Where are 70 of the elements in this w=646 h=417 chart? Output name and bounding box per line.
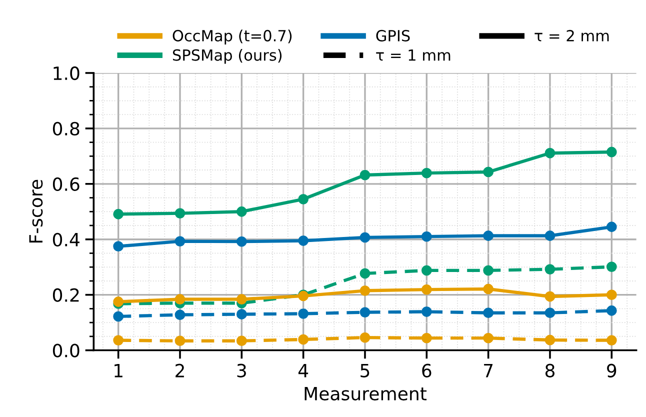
point: [174, 208, 186, 218]
point: [174, 294, 186, 304]
point: [113, 208, 124, 220]
point: [544, 230, 556, 241]
point: [421, 231, 432, 242]
point: [236, 336, 247, 346]
legend-label: OccMap (t=0.7): [172, 30, 292, 44]
point: [421, 284, 432, 295]
point: [421, 265, 432, 276]
point: [360, 285, 370, 296]
point: [483, 230, 494, 241]
y-axis-title: F-score: [29, 180, 43, 243]
text: τ = 1 mm: [376, 49, 450, 61]
x-tick-label: 6: [422, 364, 432, 378]
point: [236, 236, 247, 247]
point: [360, 268, 370, 279]
y-tick-label: 0.8: [52, 122, 80, 136]
point: [360, 170, 370, 180]
point: [606, 305, 617, 316]
legend-label: GPIS: [376, 30, 410, 42]
text: τ = 2 mm: [534, 30, 609, 42]
point: [606, 290, 617, 300]
x-tick-label: 2: [176, 364, 184, 378]
x-tick-label: 3: [237, 364, 246, 378]
legend-label: SPSMap (ours): [172, 49, 282, 64]
point: [298, 308, 309, 319]
x-tick-label: 9: [607, 364, 616, 378]
point: [113, 335, 124, 346]
point: [236, 309, 247, 320]
point: [236, 294, 247, 304]
y-tick-label: 0.4: [52, 232, 80, 246]
point: [298, 194, 309, 204]
y-tick-label: 0.2: [52, 288, 79, 302]
point: [298, 334, 309, 345]
point: [360, 307, 370, 318]
point: [113, 311, 124, 322]
point: [113, 241, 124, 252]
point: [421, 332, 432, 344]
x-axis-title: Measurement: [304, 387, 427, 400]
point: [421, 306, 432, 317]
x-tick-label: 5: [360, 364, 370, 378]
point: [360, 332, 370, 343]
point: [544, 148, 556, 158]
point: [544, 334, 556, 346]
x-tick-label: 8: [545, 364, 554, 378]
point: [544, 291, 556, 302]
point: [360, 232, 370, 243]
point: [174, 310, 186, 320]
point: [483, 166, 494, 178]
x-tick-label: 4: [298, 364, 308, 378]
y-tick-label: 0.6: [52, 177, 80, 192]
point: [606, 222, 617, 232]
point: [483, 332, 494, 344]
point: [174, 236, 186, 247]
point: [544, 308, 556, 318]
point: [298, 236, 309, 246]
y-tick-label: 0.0: [52, 344, 80, 358]
point: [421, 168, 432, 178]
point: [483, 265, 494, 276]
point: [606, 262, 617, 272]
point: [236, 206, 247, 217]
point: [606, 146, 617, 158]
point: [174, 336, 186, 346]
point: [606, 335, 617, 346]
point: [483, 308, 494, 318]
x-tick-label: 7: [484, 364, 493, 378]
x-tick-label: 1: [114, 364, 122, 378]
y-tick-label: 1.0: [54, 66, 80, 80]
point: [483, 284, 494, 294]
point: [544, 264, 556, 275]
